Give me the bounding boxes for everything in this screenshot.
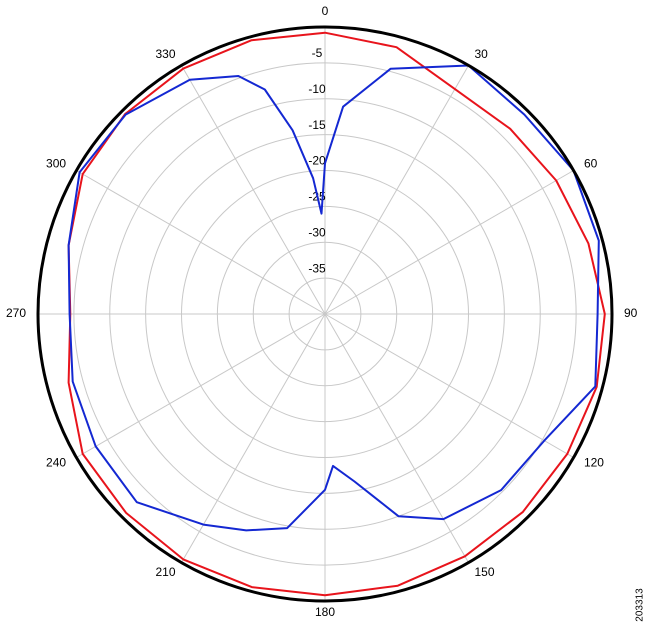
angle-tick-label: 270 [6,306,26,320]
angle-tick-label: 330 [155,47,175,61]
angle-tick-label: 180 [315,605,335,619]
angle-tick-label: 90 [624,306,638,320]
r-tick-label: -30 [308,225,326,239]
r-tick-label: -20 [308,154,326,168]
angle-tick-label: 210 [155,565,175,579]
series-line [67,31,606,597]
grid-spoke [324,313,574,458]
angle-tick-label: 150 [475,565,495,579]
figure-id: 203313 [635,588,646,622]
series-line [67,64,600,532]
angle-tick-label: 120 [584,456,604,470]
angle-tick-label: 240 [46,456,66,470]
grid-spoke [181,65,326,315]
r-tick-label: -10 [308,82,326,96]
grid-spoke [181,313,326,563]
r-tick-label: -15 [308,118,326,132]
r-tick-label: -35 [308,261,326,275]
grid-spoke [324,170,574,315]
r-tick-label: -5 [312,46,323,60]
angle-tick-label: 60 [584,157,598,171]
grid-spoke [76,313,326,458]
outer-ring [36,25,614,603]
angle-tick-label: 30 [475,47,489,61]
angle-tick-label: 300 [46,157,66,171]
grid-spoke [324,65,469,315]
grid-spoke [76,170,326,315]
angle-tick-label: 0 [322,4,329,18]
grid-spoke [324,313,469,563]
